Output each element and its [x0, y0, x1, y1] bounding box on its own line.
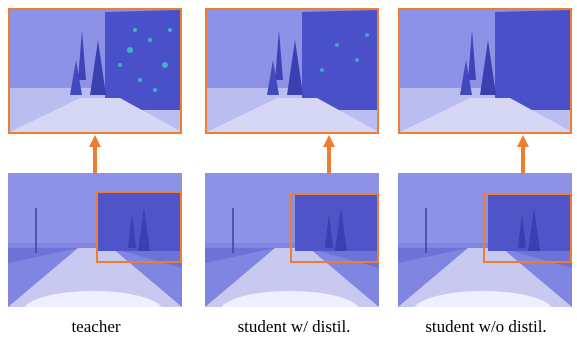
zoomed-crop-image	[205, 8, 379, 134]
zoomed-scene	[207, 10, 377, 132]
arrow	[517, 135, 529, 175]
zoomed-scene	[400, 10, 570, 132]
highlight-box	[96, 191, 182, 263]
arrow	[89, 135, 101, 175]
zoomed-crop-image	[8, 8, 182, 134]
caption-student-with-distil: student w/ distil.	[237, 317, 351, 336]
caption-teacher: teacher	[71, 317, 121, 336]
highlight-box	[290, 193, 379, 263]
road-scene	[8, 173, 182, 307]
zoomed-scene	[10, 10, 180, 132]
panel-student-without-distil	[398, 8, 574, 308]
full-frame-image	[8, 173, 182, 307]
road-scene	[398, 173, 572, 307]
zoomed-crop-image	[398, 8, 572, 134]
full-frame-image	[398, 173, 572, 307]
caption-student-without-distil: student w/o distil.	[425, 317, 547, 336]
arrow	[323, 135, 335, 175]
road-scene	[205, 173, 379, 307]
panel-teacher	[8, 8, 184, 308]
panel-student-with-distil	[205, 8, 381, 308]
full-frame-image	[205, 173, 379, 307]
highlight-box	[483, 193, 572, 263]
